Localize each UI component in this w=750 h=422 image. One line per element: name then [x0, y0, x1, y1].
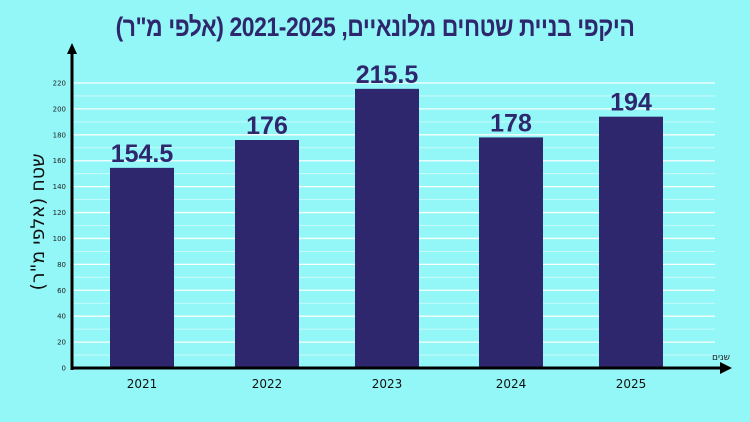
- data-label: 178: [490, 109, 532, 137]
- y-tick-label: 20: [57, 339, 66, 347]
- y-tick-label: 100: [53, 235, 66, 243]
- y-tick-label: 160: [53, 157, 66, 165]
- x-tick-label: 2023: [372, 377, 403, 391]
- chart-title: היקפי בניית שטחים מלונאיים, 2021-2025 (א…: [115, 12, 635, 42]
- y-tick-label: 0: [62, 365, 66, 373]
- x-tick-label: 2025: [616, 377, 647, 391]
- y-tick-label: 120: [53, 209, 66, 217]
- y-tick-label: 200: [53, 105, 66, 113]
- data-label: 154.5: [111, 140, 174, 168]
- bar-2023: [355, 88, 419, 369]
- x-tick-label: 2024: [496, 377, 527, 391]
- data-label: 194: [610, 89, 652, 117]
- bar-2022: [235, 140, 299, 368]
- y-tick-label: 180: [53, 131, 66, 139]
- bar-2021: [110, 167, 174, 368]
- x-axis-label: שנים: [712, 353, 730, 363]
- data-label: 176: [246, 112, 288, 140]
- y-tick-label: 80: [57, 261, 66, 269]
- data-label: 215.5: [356, 61, 419, 89]
- x-tick-label: 2022: [252, 377, 283, 391]
- y-tick-label: 140: [53, 183, 66, 191]
- x-axis-arrow-icon: [720, 362, 732, 374]
- y-tick-label: 220: [53, 80, 66, 88]
- y-axis-arrow-icon: [67, 43, 77, 54]
- y-tick-label: 60: [57, 287, 66, 295]
- x-tick-label: 2021: [127, 377, 158, 391]
- bar-2025: [599, 116, 663, 368]
- bar-2024: [479, 137, 543, 368]
- y-tick-label: 40: [57, 313, 66, 321]
